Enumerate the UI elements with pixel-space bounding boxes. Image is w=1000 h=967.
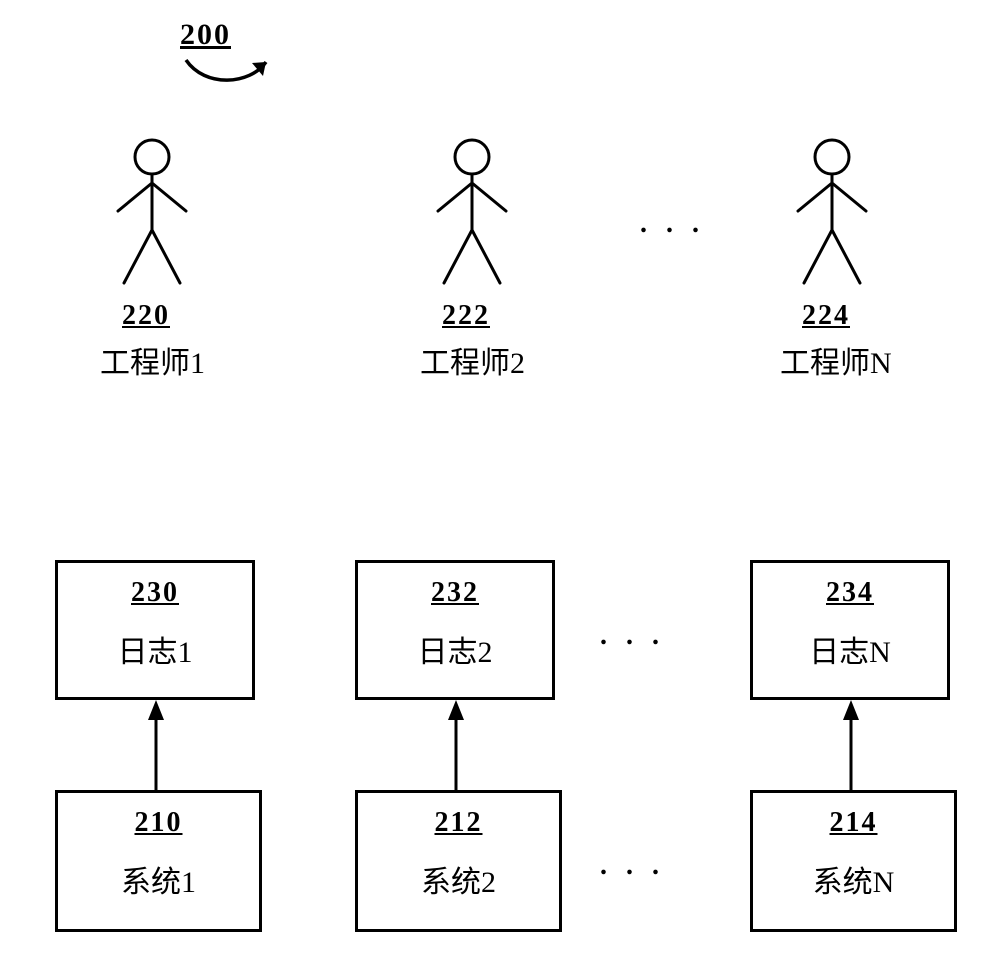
engineers-ellipsis: . . . — [640, 208, 705, 240]
system-1-ref: 210 — [135, 807, 183, 839]
system-n-label: 系统N — [813, 857, 895, 901]
system-box-n: 214 系统N — [750, 790, 957, 932]
log-2-ref: 232 — [431, 577, 479, 609]
log-box-2: 232 日志2 — [355, 560, 555, 700]
system-2-label: 系统2 — [421, 857, 496, 901]
engineer-1 — [100, 135, 205, 290]
engineer-1-ref: 220 — [122, 300, 170, 332]
log-1-label: 日志1 — [118, 627, 193, 671]
person-icon — [420, 135, 525, 290]
system-box-1: 210 系统1 — [55, 790, 262, 932]
systems-ellipsis: . . . — [600, 850, 665, 882]
engineer-1-label: 工程师1 — [100, 338, 205, 382]
system-1-label: 系统1 — [121, 857, 196, 901]
arrow-sysn-logn — [841, 700, 861, 792]
engineer-2 — [420, 135, 525, 290]
person-icon — [100, 135, 205, 290]
person-icon — [780, 135, 885, 290]
log-n-ref: 234 — [826, 577, 874, 609]
log-1-ref: 230 — [131, 577, 179, 609]
figure-ref-arrow — [180, 40, 290, 95]
logs-ellipsis: . . . — [600, 620, 665, 652]
engineer-n-ref: 224 — [802, 300, 850, 332]
engineer-n — [780, 135, 885, 290]
log-box-n: 234 日志N — [750, 560, 950, 700]
engineer-2-ref: 222 — [442, 300, 490, 332]
diagram-stage: 200 220 工程师1 222 工程师2 . . . 224 工程师N 230… — [0, 0, 1000, 967]
system-box-2: 212 系统2 — [355, 790, 562, 932]
log-n-label: 日志N — [809, 627, 891, 671]
engineer-2-label: 工程师2 — [420, 338, 525, 382]
arrow-sys2-log2 — [446, 700, 466, 792]
arrow-sys1-log1 — [146, 700, 166, 792]
system-n-ref: 214 — [830, 807, 878, 839]
system-2-ref: 212 — [435, 807, 483, 839]
log-box-1: 230 日志1 — [55, 560, 255, 700]
engineer-n-label: 工程师N — [780, 338, 892, 382]
log-2-label: 日志2 — [418, 627, 493, 671]
